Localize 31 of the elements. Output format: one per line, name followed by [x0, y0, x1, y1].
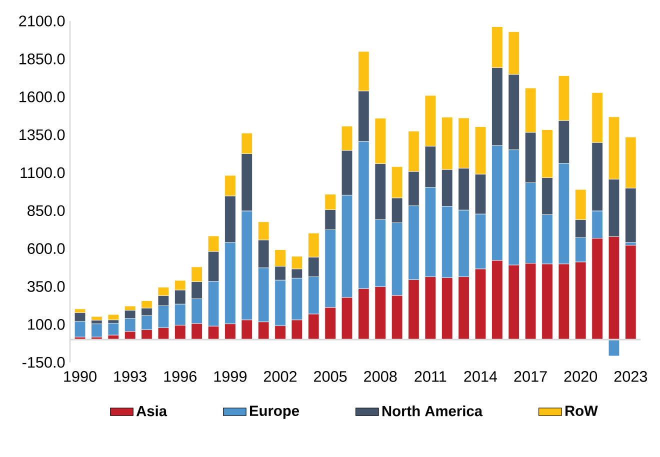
y-tick-label: 2100.0 — [19, 16, 65, 26]
bar — [91, 324, 102, 338]
x-tick-label: 1993 — [114, 371, 146, 382]
bar — [108, 322, 120, 336]
legend-label: Europe — [250, 406, 300, 419]
y-tick-label: 1350.0 — [20, 129, 65, 140]
bar — [625, 245, 636, 340]
legend-label: Asia — [136, 405, 168, 416]
bar — [108, 314, 120, 320]
y-tick-label: 100.0 — [28, 318, 65, 330]
legend-label: North America — [382, 405, 483, 416]
y-tick-label: 1850.0 — [20, 53, 65, 64]
x-tick-label: 2008 — [364, 371, 397, 382]
legend-label: RoW — [565, 406, 598, 416]
x-tick-label: 1990 — [64, 371, 96, 382]
x-tick-label: 2014 — [464, 371, 498, 382]
x-tick-label: 2011 — [414, 371, 446, 382]
x-tick-label: 2005 — [314, 371, 347, 382]
y-tick-label: 1600.0 — [20, 91, 65, 102]
x-tick-label: 2002 — [264, 371, 297, 382]
y-tick-label: 850.0 — [28, 205, 65, 216]
x-tick-label: 1999 — [214, 371, 247, 382]
y-tick-label: 600.0 — [28, 243, 65, 254]
x-tick-label: 2017 — [514, 371, 547, 382]
y-tick-label: 1100.0 — [20, 167, 65, 178]
y-tick-label: -150.0 — [22, 356, 65, 368]
bar — [91, 316, 102, 320]
x-tick-label: 1996 — [164, 371, 196, 382]
x-tick-label: 2020 — [564, 371, 598, 382]
y-tick-label: 350.0 — [28, 281, 65, 292]
x-tick-label: 2023 — [614, 371, 648, 382]
